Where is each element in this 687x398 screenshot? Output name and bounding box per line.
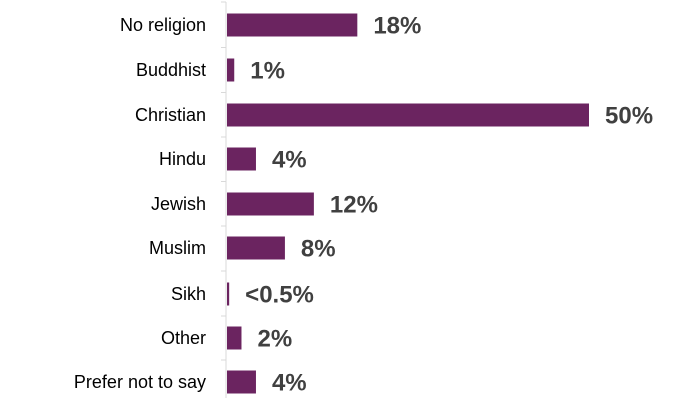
category-label-other: Other — [161, 328, 206, 348]
value-label-muslim: 8% — [301, 236, 336, 263]
value-label-buddhist: 1% — [250, 58, 285, 85]
category-label-jewish: Jewish — [151, 194, 206, 214]
value-label-sikh: <0.5% — [245, 282, 314, 309]
category-label-prefer-not-to-say: Prefer not to say — [74, 372, 206, 392]
category-label-christian: Christian — [135, 105, 206, 125]
bar-christian — [227, 103, 589, 127]
category-label-buddhist: Buddhist — [136, 60, 206, 80]
value-label-jewish: 12% — [330, 192, 378, 219]
bar-prefer-not-to-say — [227, 370, 256, 394]
category-label-hindu: Hindu — [159, 149, 206, 169]
bar-buddhist — [227, 58, 235, 82]
value-label-no-religion: 18% — [373, 13, 421, 40]
labels-layer: No religion 18% Buddhist 1% Christian 50% Hind… — [74, 13, 653, 397]
value-label-other: 2% — [257, 326, 292, 353]
bars-layer — [227, 13, 589, 394]
value-label-prefer-not-to-say: 4% — [272, 370, 307, 397]
bar-other — [227, 326, 242, 350]
category-label-no-religion: No religion — [120, 15, 206, 35]
value-label-christian: 50% — [605, 103, 653, 130]
bar-no-religion — [227, 13, 358, 37]
value-label-hindu: 4% — [272, 147, 307, 174]
category-label-sikh: Sikh — [171, 284, 206, 304]
bar-hindu — [227, 147, 256, 171]
axis-layer — [221, 1, 227, 398]
bar-muslim — [227, 236, 285, 260]
category-label-muslim: Muslim — [149, 238, 206, 258]
bar-sikh — [227, 282, 230, 306]
bar-jewish — [227, 192, 314, 216]
